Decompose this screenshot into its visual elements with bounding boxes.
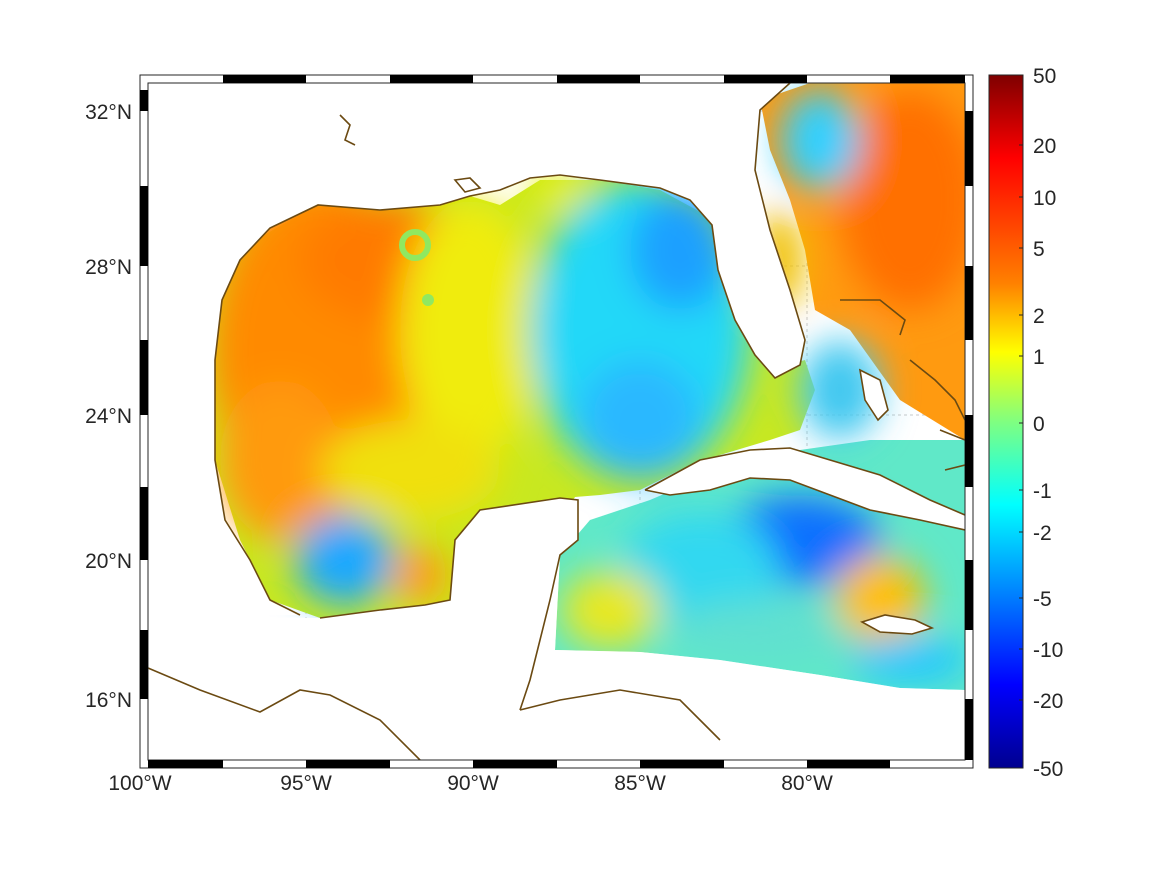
colorbar-label-minus-10: -10	[1033, 639, 1063, 662]
lon-label-90: 90°W	[447, 772, 499, 795]
longitude-labels: 100°W 95°W 90°W 85°W 80°W	[108, 772, 833, 795]
colorbar-gradient	[988, 74, 1024, 769]
colorbar-label-0: 0	[1033, 413, 1045, 436]
colorbar-label-1: 1	[1033, 346, 1045, 369]
colorbar-label-5: 5	[1033, 238, 1045, 261]
colorbar: 50 20 10 5 2 1 0 -1 -2 -5 -10 -20 -50	[988, 65, 1063, 781]
colorbar-label-50: 50	[1033, 65, 1056, 88]
colorbar-label-2: 2	[1033, 305, 1045, 328]
us-gulf-coastline	[214, 83, 806, 616]
coastlines	[148, 83, 965, 760]
colorbar-label-20: 20	[1033, 135, 1056, 158]
colorbar-label-10: 10	[1033, 187, 1056, 210]
map-frame	[139, 74, 974, 769]
lat-label-32: 32°N	[85, 101, 132, 124]
lat-label-20: 20°N	[85, 550, 132, 573]
honduras-coastline	[519, 689, 721, 741]
colorbar-label-minus-5: -5	[1033, 588, 1052, 611]
lon-label-100: 100°W	[108, 772, 171, 795]
colorbar-label-minus-20: -20	[1033, 690, 1063, 713]
colorbar-label-minus-1: -1	[1033, 480, 1052, 503]
lat-label-16: 16°N	[85, 689, 132, 712]
jamaica-coastline	[859, 614, 935, 635]
colorbar-label-minus-2: -2	[1033, 522, 1052, 545]
central-america-coastline	[148, 667, 421, 760]
lat-label-24: 24°N	[85, 405, 132, 428]
yucatan-coastline	[319, 497, 579, 711]
lon-label-95: 95°W	[280, 772, 332, 795]
chesapeake-coastline	[453, 177, 482, 193]
lon-label-85: 85°W	[614, 772, 666, 795]
inland-lake-coastline	[339, 114, 356, 146]
latitude-labels: 32°N 28°N 24°N 20°N 16°N	[85, 101, 132, 712]
bahamas-coastline	[840, 299, 965, 422]
cuba-coastline	[644, 447, 965, 531]
hispaniola-coastline	[939, 429, 965, 471]
lat-label-28: 28°N	[85, 256, 132, 279]
colorbar-label-minus-50: -50	[1033, 758, 1063, 781]
lon-label-80: 80°W	[781, 772, 833, 795]
